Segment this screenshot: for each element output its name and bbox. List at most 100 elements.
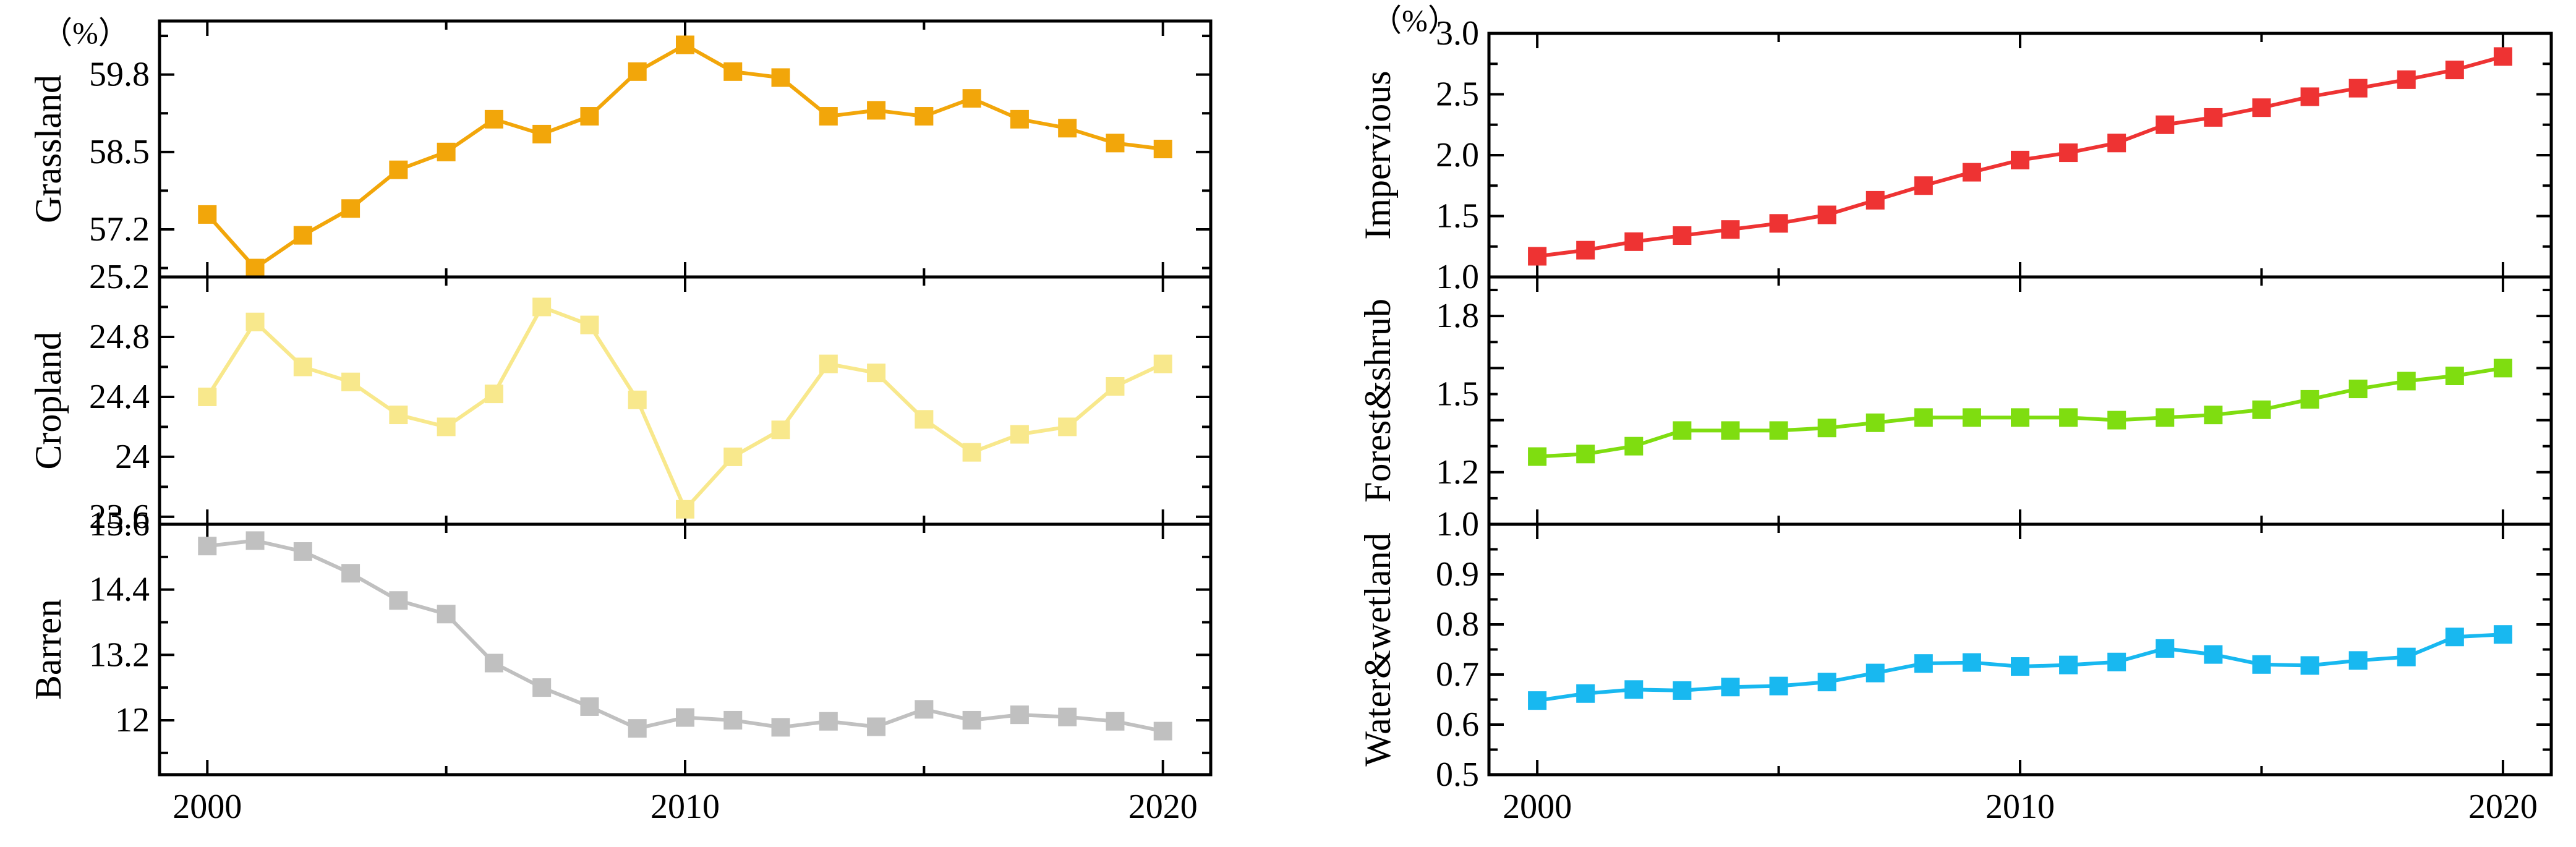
data-point xyxy=(2107,411,2126,430)
data-point xyxy=(484,109,503,129)
data-point xyxy=(580,107,599,126)
data-point xyxy=(1866,663,1885,683)
data-point xyxy=(1673,421,1692,440)
data-point xyxy=(341,564,360,583)
data-point xyxy=(2252,655,2271,674)
series-line xyxy=(205,305,1164,511)
data-point xyxy=(389,591,408,610)
y-tick-label: 1.8 xyxy=(1436,297,1479,335)
series-line xyxy=(206,43,1164,270)
y-tick-label: 12 xyxy=(115,701,150,739)
data-point xyxy=(2348,79,2368,98)
data-point xyxy=(962,89,981,108)
data-point xyxy=(1106,134,1125,153)
x-tick-label: 2000 xyxy=(1503,788,1572,826)
data-point xyxy=(1817,205,1836,224)
panel-frame xyxy=(158,19,1213,279)
data-point xyxy=(2156,639,2175,658)
panel-right-bottom: 0.5 0.6 0.7 0.8 0.9 2000 2010 2020 Water&wetland xyxy=(1357,522,2553,826)
y-tick-label: 23.6 xyxy=(89,498,150,536)
data-point xyxy=(2204,108,2223,127)
data-point xyxy=(723,710,743,730)
y-tick-label: 1.0 xyxy=(1436,258,1479,296)
data-point xyxy=(1769,214,1788,233)
data-point xyxy=(293,542,312,561)
y-tick-label: 1.5 xyxy=(1436,197,1479,236)
data-point xyxy=(1673,226,1692,245)
data-point xyxy=(962,443,981,462)
data-point xyxy=(437,417,456,436)
data-point xyxy=(245,312,265,331)
data-point xyxy=(771,68,790,87)
x-tick-label: 2010 xyxy=(1985,788,2055,826)
data-point xyxy=(1010,109,1029,129)
y-tick-label: 1.5 xyxy=(1436,375,1479,413)
data-point xyxy=(628,390,647,409)
data-point xyxy=(2107,134,2126,153)
data-point xyxy=(293,357,312,377)
data-point xyxy=(1010,425,1029,444)
data-point xyxy=(1721,678,1740,697)
data-point xyxy=(2156,408,2175,427)
data-point xyxy=(1721,421,1740,440)
data-point xyxy=(437,142,456,161)
data-point xyxy=(676,35,694,54)
data-point xyxy=(1106,712,1125,731)
data-point xyxy=(723,447,743,466)
data-point xyxy=(484,653,503,673)
y-tick-label: 2.5 xyxy=(1436,75,1479,114)
data-point xyxy=(245,258,265,278)
data-point xyxy=(819,354,838,373)
data-point xyxy=(819,712,838,731)
unit-label: （%） xyxy=(41,15,129,50)
y-tick-label: 0.7 xyxy=(1436,655,1479,694)
data-point xyxy=(1058,707,1077,726)
data-point xyxy=(2252,98,2271,117)
data-point xyxy=(1528,691,1547,710)
data-point xyxy=(628,62,647,81)
unit-label: （%） xyxy=(1371,3,1459,38)
y-tick-label: 13.2 xyxy=(89,636,150,674)
y-axis-title: Barren xyxy=(28,599,69,700)
panel-left-top: 57.2 58.5 59.8 25.2 Grassland （%） xyxy=(28,15,1213,296)
data-point xyxy=(867,717,886,736)
y-tick-label: 15.6 xyxy=(89,505,150,543)
panel-left-bottom: 12 13.2 14.4 15.6 2000 2010 2020 Barren xyxy=(28,505,1213,826)
data-point xyxy=(2107,652,2126,671)
data-point xyxy=(1058,119,1077,138)
data-point xyxy=(532,124,552,143)
data-point xyxy=(1914,654,1933,673)
x-tick-label: 2020 xyxy=(1128,788,1198,826)
data-point xyxy=(2156,115,2175,134)
data-point xyxy=(2445,61,2464,80)
data-point xyxy=(915,410,934,429)
data-point xyxy=(1058,417,1077,436)
data-point xyxy=(1153,354,1172,373)
y-tick-label: 0.8 xyxy=(1436,605,1479,644)
data-point xyxy=(2397,372,2416,391)
y-axis-title: Cropland xyxy=(28,331,69,469)
panel-frame xyxy=(158,275,1213,526)
panel-right-middle: 1.0 1.2 1.5 1.8 Forest&shrub xyxy=(1357,275,2553,543)
data-point xyxy=(389,406,408,425)
data-point xyxy=(198,387,217,406)
data-point xyxy=(1576,240,1595,260)
data-point xyxy=(2204,645,2223,664)
data-point xyxy=(1962,163,1981,182)
panel-frame xyxy=(1487,275,2553,526)
data-point xyxy=(676,708,694,727)
data-point xyxy=(2059,655,2078,675)
panel-frame xyxy=(158,522,1213,777)
data-point xyxy=(341,199,360,218)
data-point xyxy=(771,420,790,440)
data-point xyxy=(1576,684,1595,703)
y-tick-label: 24.8 xyxy=(89,318,150,356)
data-point xyxy=(2445,367,2464,385)
data-point xyxy=(580,697,599,716)
data-point xyxy=(341,372,360,391)
data-point xyxy=(1817,419,1836,438)
data-point xyxy=(2059,143,2078,163)
data-point xyxy=(819,107,838,126)
data-point xyxy=(915,700,934,719)
